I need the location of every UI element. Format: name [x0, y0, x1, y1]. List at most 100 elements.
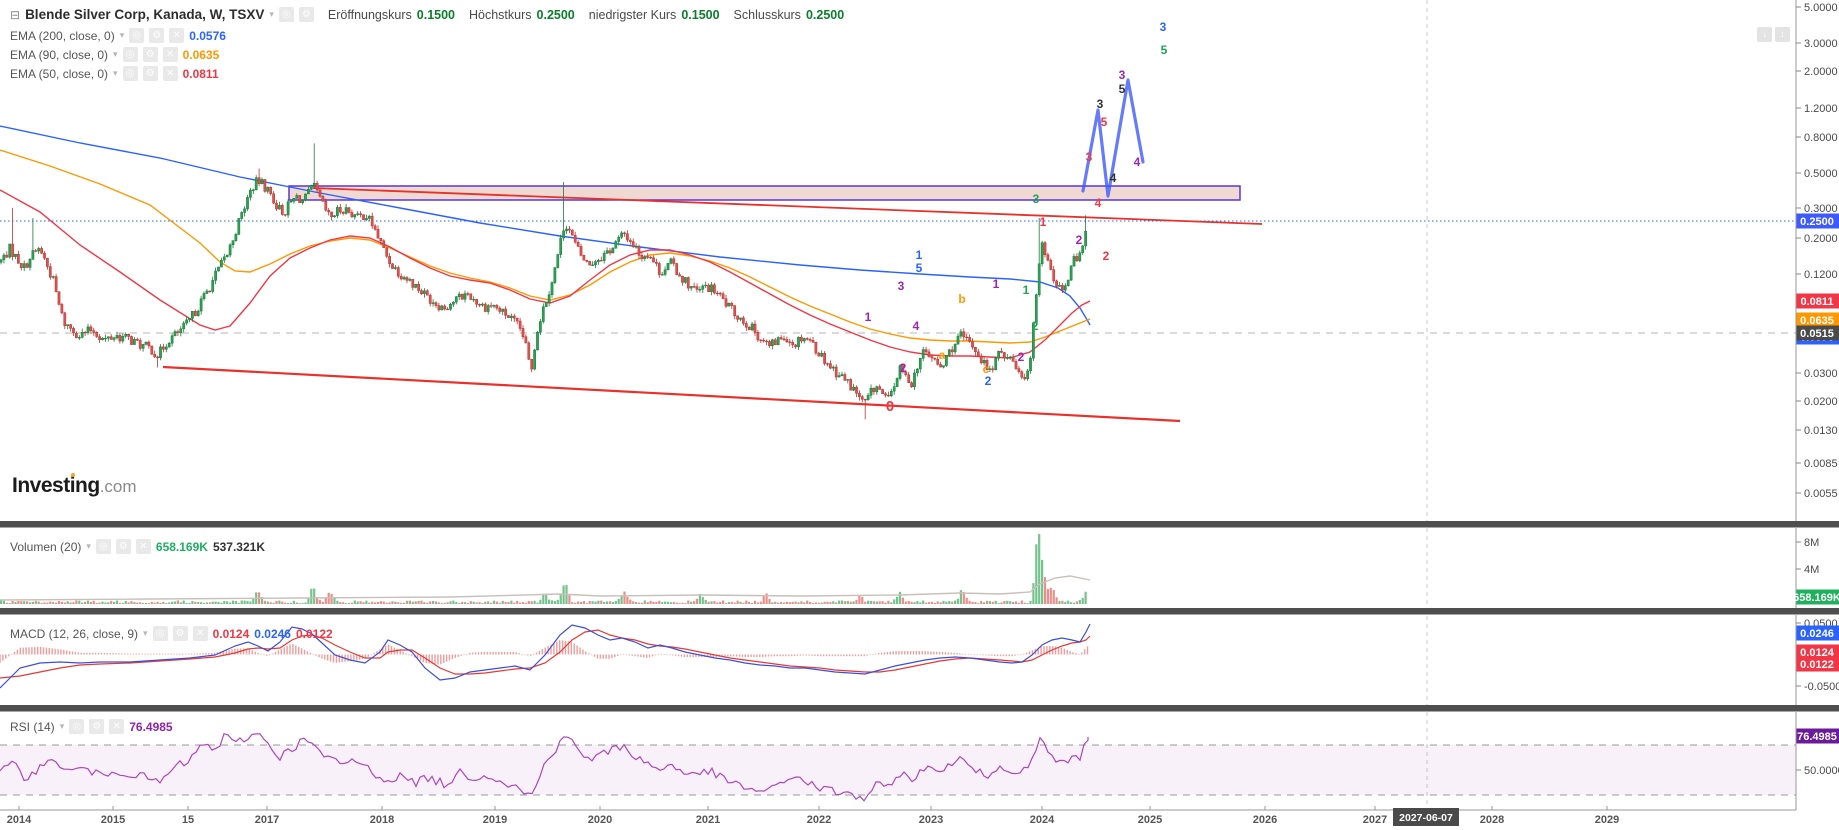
price-badge [1796, 312, 1839, 328]
chevron-down-icon[interactable]: ▾ [143, 628, 148, 638]
wave-label: 5 [1119, 82, 1126, 96]
time-tick-label: 2015 [101, 814, 125, 826]
wave-label: 5 [1161, 43, 1168, 57]
time-tick-label: 2026 [1253, 814, 1277, 826]
ema200-line [0, 125, 1091, 326]
visibility-icon[interactable]: ◎ [69, 719, 85, 734]
visibility-icon[interactable]: ◎ [129, 28, 145, 43]
price-tick-label: 3.0000 [1804, 38, 1838, 50]
chevron-down-icon[interactable]: ▾ [269, 9, 274, 19]
low-value: 0.1500 [681, 7, 720, 22]
time-badge [1393, 808, 1459, 826]
time-tick-label: 2018 [370, 814, 394, 826]
volume-label: Volumen (20) [10, 539, 82, 554]
macd-badge [1796, 625, 1839, 641]
collapse-icon[interactable]: ⊟ [10, 7, 21, 22]
time-tick-label: 2027 [1363, 814, 1387, 826]
visibility-icon[interactable]: ◎ [95, 539, 111, 554]
wave-label: 5 [916, 261, 923, 275]
ema200-label: EMA (200, close, 0) [10, 28, 115, 43]
settings-icon[interactable]: ⚙ [142, 66, 158, 81]
open-value: 0.1500 [416, 7, 455, 22]
macd-line [0, 623, 1091, 689]
close-icon[interactable]: ✕ [169, 28, 185, 43]
wave-label: 3 [1119, 68, 1126, 82]
settings-icon[interactable]: ⚙ [142, 47, 158, 62]
close-icon[interactable]: ✕ [109, 719, 125, 734]
time-tick-label: 2022 [807, 814, 831, 826]
chevron-down-icon[interactable]: ▾ [59, 721, 65, 731]
rsi-band [0, 745, 1796, 795]
close-icon[interactable]: ✕ [162, 66, 178, 81]
settings-icon[interactable]: ⚙ [172, 626, 188, 641]
price-tick-label: 5.0000 [1804, 2, 1838, 14]
rsi-tick-label: 50.0000 [1804, 765, 1839, 777]
price-tick-label: 2.0000 [1804, 66, 1838, 78]
volume-tick-label: 8M [1804, 537, 1819, 549]
macd-badge-text: 0.0122 [1800, 659, 1834, 671]
macd-signal-value: 0.0122 [295, 626, 333, 641]
visibility-icon[interactable]: ◎ [152, 626, 168, 641]
wave-label: 2 [1076, 233, 1083, 247]
price-tick-label: 0.3000 [1804, 203, 1838, 215]
wave-label: 0 [886, 398, 894, 415]
close-label: Schlusskurs [733, 7, 801, 22]
lower-support-trendline [162, 365, 1181, 423]
close-icon[interactable]: ✕ [162, 47, 178, 62]
volume-legend: Volumen (20) ▾ ◎ ⚙ ✕ 658.169K 537.321K [10, 539, 265, 554]
wave-label: c [983, 362, 990, 376]
symbol-title[interactable]: Blende Silver Corp, Kanada, W, TSXV [25, 7, 265, 22]
rsi-badge-text: 76.4985 [1797, 731, 1837, 743]
macd-tick-label: -0.0500 [1804, 681, 1839, 693]
chevron-down-icon[interactable]: ▾ [113, 68, 118, 78]
wave-label: 1 [916, 248, 923, 262]
volume-badge [1796, 589, 1839, 605]
ema50-legend: EMA (50, close, 0) ▾ ◎ ⚙ ✕ 0.0811 [10, 66, 219, 81]
wave-label: 3 [1097, 97, 1104, 111]
wave-label: 4 [1134, 155, 1141, 169]
symbol-header: ⊟ Blende Silver Corp, Kanada, W, TSXV ▾ … [10, 7, 844, 22]
chevron-down-icon[interactable]: ▾ [119, 30, 125, 40]
settings-icon[interactable]: ⚙ [115, 539, 131, 554]
chevron-down-icon[interactable]: ▾ [113, 49, 118, 59]
scale-buttons: ↓ ↕ [1757, 27, 1790, 42]
price-tick-label: 0.0130 [1804, 425, 1838, 437]
visibility-icon[interactable]: ◎ [122, 47, 138, 62]
close-icon[interactable]: ✕ [135, 539, 151, 554]
macd-badge-text: 0.0124 [1800, 647, 1835, 659]
ema50-line [0, 189, 1091, 359]
time-tick-label: 2014 [7, 814, 32, 826]
price-badge-text: 0.0635 [1800, 315, 1834, 327]
wave-label: 4 [913, 319, 920, 333]
settings-icon[interactable]: ⚙ [149, 28, 165, 43]
scroll-down-icon[interactable]: ↓ [1757, 27, 1772, 42]
time-tick-label: 2029 [1595, 814, 1619, 826]
wave-label: 3 [1160, 20, 1167, 34]
panel-separator [0, 608, 1839, 615]
price-tick-label: 0.0085 [1804, 458, 1838, 470]
visibility-icon[interactable]: ◎ [122, 66, 138, 81]
macd-badge [1796, 644, 1839, 660]
ema200-legend: EMA (200, close, 0) ▾ ◎ ⚙ ✕ 0.0576 [10, 28, 226, 43]
settings-icon[interactable]: ⚙ [89, 719, 105, 734]
visibility-icon[interactable]: ◎ [278, 7, 294, 22]
wave-label: 3 [1033, 192, 1040, 206]
wave-label: 1 [1023, 283, 1030, 297]
macd-hist-value: 0.0124 [212, 626, 250, 641]
macd-badge-text: 0.0246 [1800, 628, 1834, 640]
close-icon[interactable]: ✕ [192, 626, 208, 641]
macd-legend: MACD (12, 26, close, 9) ▾ ◎ ⚙ ✕ 0.0124 0… [10, 626, 333, 641]
wave-label: 1 [865, 310, 872, 324]
settings-icon[interactable]: ⚙ [298, 7, 314, 22]
wave-label: 2 [1103, 249, 1110, 263]
price-badge-text: 0.0515 [1800, 328, 1834, 340]
auto-scale-icon[interactable]: ↕ [1775, 27, 1790, 42]
chevron-down-icon[interactable]: ▾ [86, 541, 91, 551]
candlestick-series [0, 143, 1087, 420]
logo-tld: .com [99, 477, 137, 496]
upper-resistance-trendline [312, 187, 1263, 225]
